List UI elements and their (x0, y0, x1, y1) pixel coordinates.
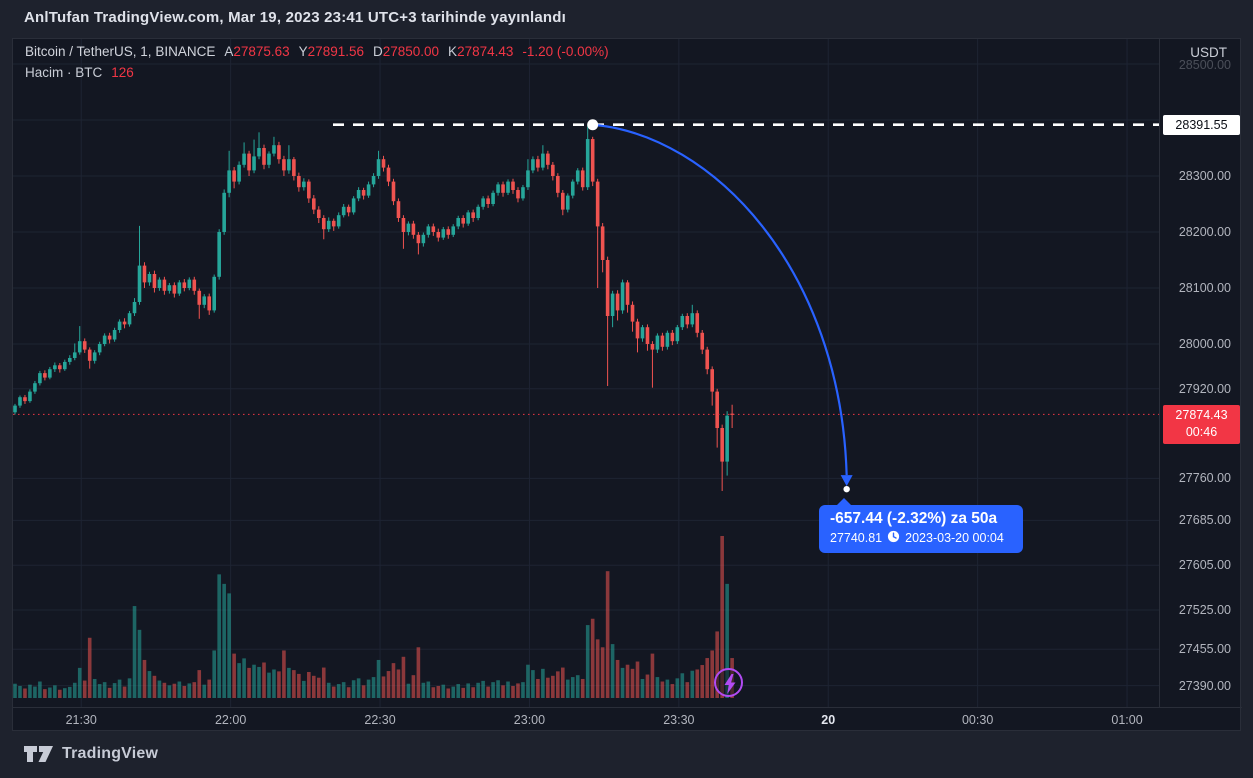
price-tick: 27390.00 (1178, 678, 1231, 693)
time-tick: 21:30 (65, 713, 97, 727)
tradingview-logo-text: TradingView (62, 745, 159, 762)
bar-countdown: 00:46 (1185, 425, 1218, 440)
time-tick: 23:30 (663, 713, 695, 727)
low-value: D27850.00 (372, 44, 440, 59)
high-value: Y27891.56 (298, 44, 364, 59)
measure-datetime: 2023-03-20 00:04 (905, 531, 1004, 545)
time-tick: 01:00 (1111, 713, 1143, 727)
attribution-bar: AnlTufan TradingView.com, Mar 19, 2023 2… (0, 0, 1253, 38)
open-value: A27875.63 (224, 44, 290, 59)
time-axis[interactable]: 21:30 22:00 22:30 23:00 23:30 20 00:30 01:00 (13, 707, 1242, 731)
time-tick: 22:00 (214, 713, 247, 727)
time-tick: 23:00 (513, 713, 546, 727)
volume-current-value: 126 (111, 65, 134, 80)
session-high-price-badge: 28391.55 (1163, 114, 1240, 135)
volume-indicator-label[interactable]: Hacim · BTC (25, 65, 103, 80)
last-price-badge: 27874.43 00:46 (1163, 405, 1240, 445)
last-price-value: 27874.43 (1175, 408, 1228, 423)
symbol-title[interactable]: Bitcoin / TetherUS, 1, BINANCE (25, 44, 216, 59)
clock-icon (887, 530, 900, 546)
chart-panel: Bitcoin / TetherUS, 1, BINANCE A27875.63… (12, 38, 1242, 732)
price-tick: 27920.00 (1178, 381, 1231, 396)
measure-detail-row: 27740.81 2023-03-20 00:04 (830, 530, 1012, 546)
price-tick-faded: 28500.00 (1178, 58, 1231, 72)
flash-boost-button[interactable] (714, 668, 743, 697)
chart-legend: Bitcoin / TetherUS, 1, BINANCE A27875.63… (25, 44, 609, 86)
change-value: -1.20 (-0.00%) (522, 44, 609, 59)
price-tick: 28300.00 (1178, 169, 1231, 183)
lightning-icon (724, 674, 736, 694)
time-tick: 00:30 (961, 713, 994, 727)
price-tick: 27455.00 (1178, 642, 1231, 657)
price-tick: 28200.00 (1178, 225, 1231, 239)
price-tick: 28000.00 (1178, 337, 1231, 351)
price-tick: 27605.00 (1178, 558, 1231, 573)
legend-volume-row: Hacim · BTC 126 (25, 65, 609, 86)
price-chart-canvas[interactable] (13, 39, 1242, 732)
price-tick: 27760.00 (1178, 471, 1231, 486)
measure-price: 27740.81 (830, 531, 883, 545)
legend-symbol-row: Bitcoin / TetherUS, 1, BINANCE A27875.63… (25, 44, 609, 65)
tradingview-logo-icon (24, 746, 53, 762)
price-tick: 28100.00 (1178, 281, 1231, 295)
price-tick: 27685.00 (1178, 513, 1231, 528)
axis-currency-label: USDT (1190, 45, 1227, 60)
price-tick: 27525.00 (1178, 603, 1231, 617)
price-axis[interactable]: USDT 28500.00 28300.00 28200.00 28100.00 28… (1159, 39, 1241, 707)
tradingview-logo[interactable]: TradingView (24, 743, 158, 765)
attribution-text: AnlTufan TradingView.com, Mar 19, 2023 2… (24, 9, 567, 26)
brand-bar: TradingView (0, 731, 1253, 778)
time-tick: 20 (821, 713, 836, 727)
measure-tooltip: -657.44 (-2.32%) za 50a 27740.81 2023-03… (819, 498, 1023, 553)
close-value: K27874.43 (448, 44, 514, 59)
time-tick: 22:30 (364, 713, 396, 727)
measure-change-text: -657.44 (-2.32%) za 50a (830, 510, 998, 527)
